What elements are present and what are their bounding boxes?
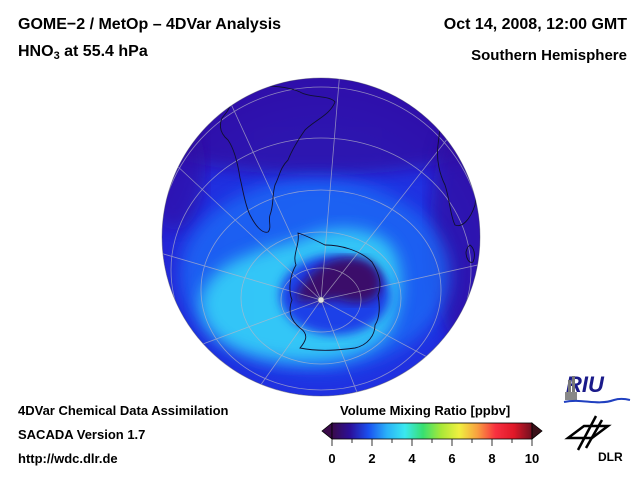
- colorbar: [321, 422, 543, 446]
- pressure-level: at 55.4 hPa: [59, 43, 148, 60]
- coastline-new-zealand: [241, 383, 263, 390]
- low-band-east: [430, 110, 480, 350]
- footer-system: 4DVar Chemical Data Assimilation: [18, 403, 229, 418]
- colorbar-tick-label: 0: [328, 451, 336, 466]
- colorbar-ticks: [331, 439, 533, 446]
- low-band-west: [162, 110, 205, 230]
- colorbar-max-arrow: [531, 422, 543, 440]
- coastline-antarctica: [289, 232, 381, 351]
- analysis-datetime: Oct 14, 2008, 12:00 GMT: [443, 16, 627, 33]
- species-level: HNO3 at 55.4 hPa: [18, 43, 148, 62]
- map-title: GOME−2 / MetOp – 4DVar Analysis: [18, 16, 282, 33]
- footer-url[interactable]: http://wdc.dlr.de: [18, 451, 118, 466]
- low-band-north: [162, 78, 480, 175]
- colorbar-tick-label: 10: [524, 451, 540, 466]
- dlr-logo-icon: [564, 415, 612, 451]
- colorbar-title: Volume Mixing Ratio [ppbv]: [340, 403, 511, 418]
- colorbar-tick-label: 4: [408, 451, 416, 466]
- riu-wave-icon: [563, 397, 631, 404]
- footer-version: SACADA Version 1.7: [18, 427, 146, 442]
- colorbar-gradient: [331, 422, 533, 440]
- south-pole-marker: [317, 296, 325, 304]
- species-name: HNO: [18, 43, 54, 60]
- colorbar-tick-label: 2: [368, 451, 376, 466]
- coastline-madagascar: [465, 244, 475, 263]
- species-subscript: 3: [53, 50, 60, 62]
- dlr-logo-text: DLR: [598, 450, 623, 464]
- colorbar-min-arrow: [321, 422, 333, 440]
- globe-outline: [161, 77, 481, 397]
- hemisphere-label: Southern Hemisphere: [471, 47, 627, 64]
- colorbar-tick-label: 6: [448, 451, 456, 466]
- colorbar-tick-label: 8: [488, 451, 496, 466]
- coastline-south-america: [213, 85, 336, 233]
- riu-logo-graphic: [563, 376, 631, 404]
